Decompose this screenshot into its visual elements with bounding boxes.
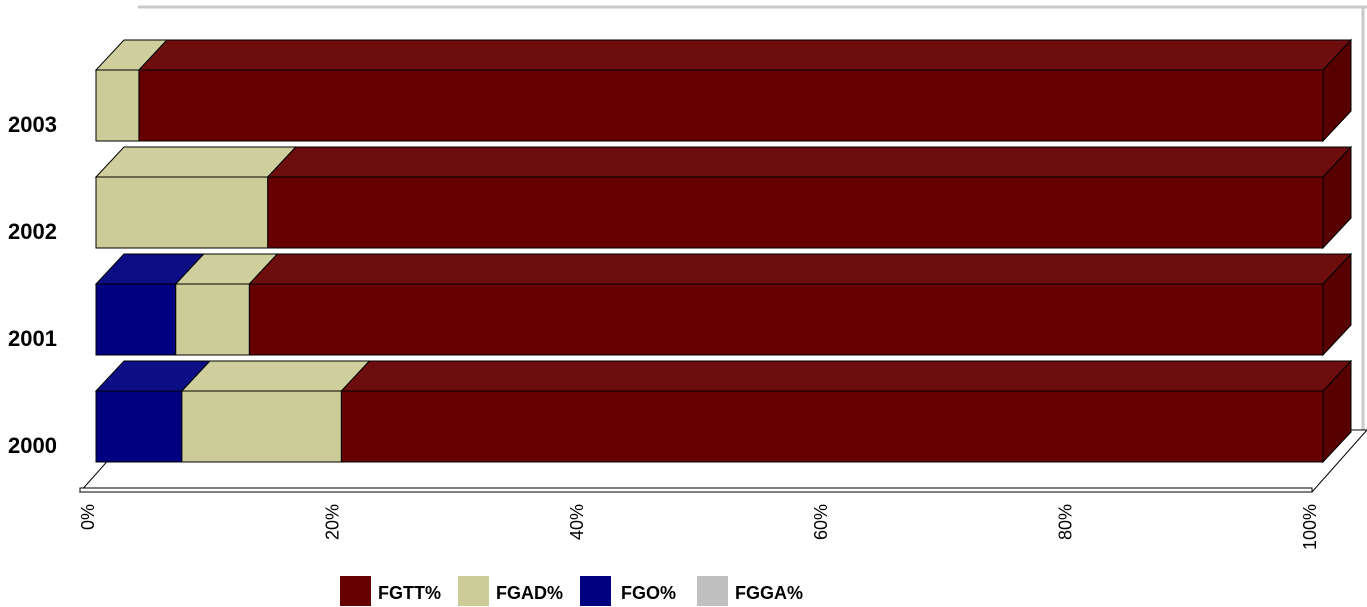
category-label-2002: 2002 (8, 219, 57, 244)
legend-swatch (458, 576, 489, 606)
bar-segment-2000-fgtt (340, 359, 1353, 464)
category-labels: 2003 2002 2001 2000 (8, 112, 57, 458)
legend: FGTT% FGAD% FGO% FGGA% (340, 576, 803, 606)
legend-item-fgo: FGO% (580, 576, 676, 606)
bar-top-face (137, 39, 1353, 71)
legend-label: FGTT% (378, 583, 441, 603)
bar-front-face (95, 176, 269, 249)
legend-swatch (340, 576, 371, 606)
legend-label: FGO% (621, 583, 676, 603)
bar-front-face (95, 69, 140, 142)
x-tick-label: 20% (322, 504, 342, 540)
bar-front-face (138, 69, 1324, 142)
bar-top-face (180, 360, 371, 392)
x-tick-label: 40% (567, 504, 587, 540)
bar-side-face (1322, 252, 1352, 357)
bar-top-face (94, 146, 297, 178)
bar-front-face (95, 390, 183, 463)
bar-front-face (340, 390, 1324, 463)
category-label-2000: 2000 (8, 433, 57, 458)
bars-group (94, 38, 1353, 464)
category-label-2003: 2003 (8, 112, 57, 137)
bar-top-face (266, 146, 1353, 178)
bar-front-face (181, 390, 342, 463)
legend-item-fgga: FGGA% (697, 576, 803, 606)
bar-side-face (1322, 359, 1352, 464)
legend-swatch (697, 576, 728, 606)
bar-top-face (248, 253, 1353, 285)
bar-segment-2003-fgtt (137, 38, 1353, 143)
bar-segment-2001-fgad (174, 253, 279, 356)
x-tick-label: 100% (1300, 504, 1320, 550)
bar-top-face (340, 360, 1353, 392)
bar-front-face (95, 283, 177, 356)
bar-segment-2002-fgad (94, 146, 297, 249)
x-tick-label: 80% (1056, 504, 1076, 540)
bar-front-face (267, 176, 1324, 249)
bar-segment-2001-fgo (94, 253, 205, 356)
legend-label: FGGA% (735, 583, 803, 603)
bar-side-face (1322, 38, 1352, 143)
legend-label: FGAD% (496, 583, 563, 603)
legend-swatch (580, 576, 611, 606)
bar-segment-2002-fgtt (266, 145, 1353, 250)
x-tick-label: 60% (811, 504, 831, 540)
x-tick-label: 0% (78, 504, 98, 530)
bar-front-face (175, 283, 250, 356)
bar-side-face (1322, 145, 1352, 250)
bar-segment-2000-fgo (94, 360, 212, 463)
x-tick-labels: 0% 20% 40% 60% 80% 100% (78, 504, 1320, 550)
bar-segment-2001-fgtt (248, 252, 1353, 357)
bar-front-face (248, 283, 1324, 356)
floor-front (79, 487, 1313, 493)
category-label-2001: 2001 (8, 326, 57, 351)
legend-item-fgad: FGAD% (458, 576, 563, 606)
bar-segment-2000-fgad (180, 360, 371, 463)
legend-item-fgtt: FGTT% (340, 576, 441, 606)
